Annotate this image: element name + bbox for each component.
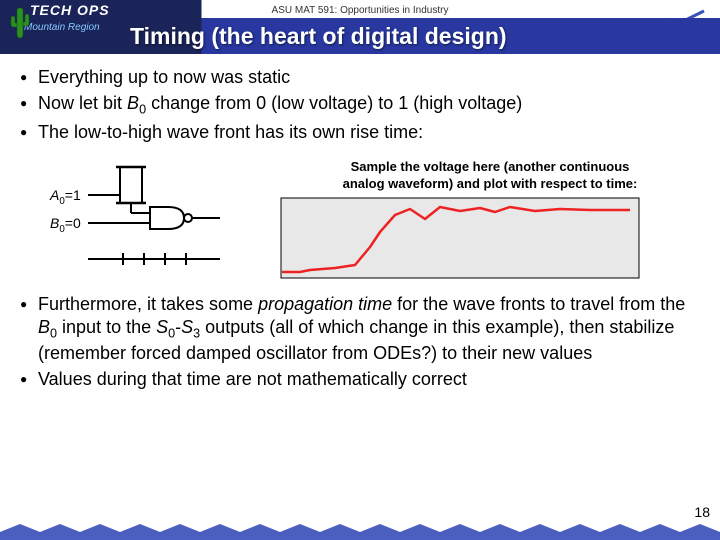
bullet-item: Furthermore, it takes some propagation t… xyxy=(20,293,700,366)
logo: TECH OPS Mountain Region xyxy=(4,2,124,52)
slide-content: Everything up to now was static Now let … xyxy=(0,54,720,392)
bullet-list-bottom: Furthermore, it takes some propagation t… xyxy=(20,293,700,392)
bullet-item: Now let bit B0 change from 0 (low voltag… xyxy=(20,92,700,118)
bullet-item: Everything up to now was static xyxy=(20,66,700,89)
input-a-label: A0=1 xyxy=(50,187,81,207)
waveform-svg xyxy=(280,197,640,279)
bullet-list-top: Everything up to now was static Now let … xyxy=(20,66,700,145)
input-b-label: B0=0 xyxy=(50,215,81,235)
cactus-icon xyxy=(10,6,30,42)
waveform-area: Sample the voltage here (another continu… xyxy=(280,159,700,279)
logic-gate: A0=1 B0=0 xyxy=(50,159,250,279)
page-number: 18 xyxy=(694,504,710,520)
diagram-area: A0=1 B0=0 xyxy=(50,159,700,279)
bullet-item: The low-to-high wave front has its own r… xyxy=(20,121,700,144)
footer-zigzag xyxy=(0,522,720,540)
logo-main-text: TECH OPS xyxy=(30,2,124,18)
bullet-item: Values during that time are not mathemat… xyxy=(20,368,700,391)
waveform-plot xyxy=(280,197,640,279)
course-label: ASU MAT 591: Opportunities in Industry xyxy=(272,5,449,16)
slide-title: Timing (the heart of digital design) xyxy=(130,23,507,50)
logo-sub-text: Mountain Region xyxy=(24,22,124,33)
waveform-caption: Sample the voltage here (another continu… xyxy=(280,159,700,193)
